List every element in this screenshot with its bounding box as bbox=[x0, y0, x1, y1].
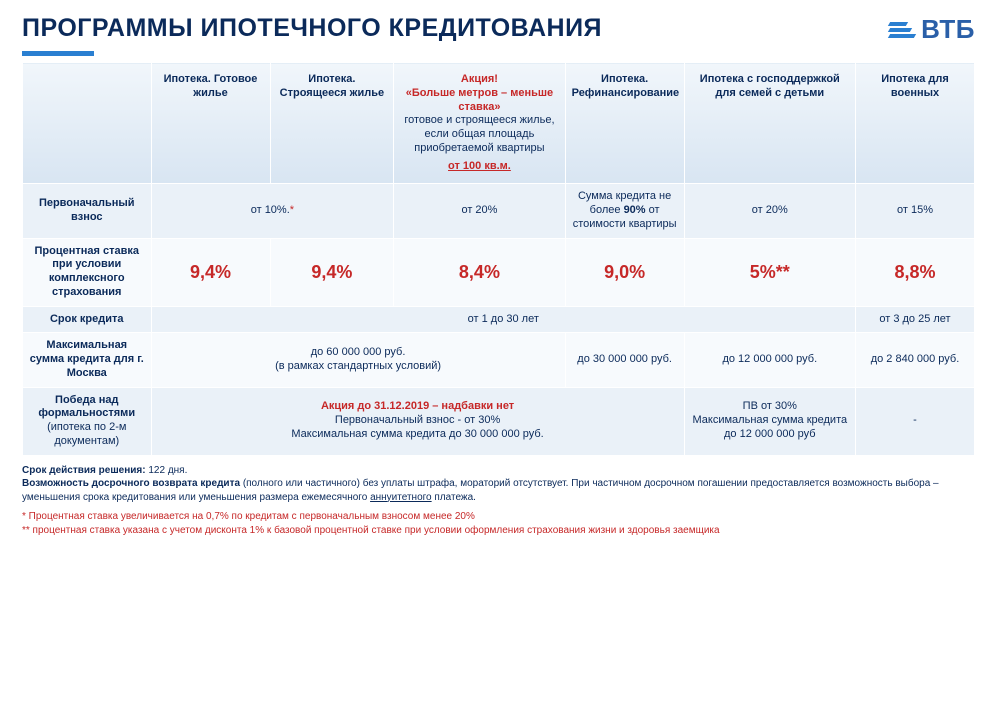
promo-name: «Больше метров – меньше ставка» bbox=[406, 87, 553, 113]
row-down-payment: Первоначальный взнос от 10%.* от 20% Сум… bbox=[23, 184, 975, 238]
col-ready-housing: Ипотека. Готовое жилье bbox=[151, 63, 270, 184]
col-promo-more-meters: Акция! «Больше метров – меньше ставка» г… bbox=[394, 63, 565, 184]
rate-ready: 9,4% bbox=[151, 238, 270, 306]
header-empty bbox=[23, 63, 152, 184]
down-payment-refinance: Сумма кредита не более 90% от стоимости … bbox=[565, 184, 684, 238]
victory-military: - bbox=[855, 387, 974, 455]
victory-standard: Акция до 31.12.2019 – надбавки нет Перво… bbox=[151, 387, 684, 455]
max-sum-standard: до 60 000 000 руб. (в рамках стандартных… bbox=[151, 333, 565, 387]
rate-military: 8,8% bbox=[855, 238, 974, 306]
max-sum-military: до 2 840 000 руб. bbox=[855, 333, 974, 387]
row-term: Срок кредита от 1 до 30 лет от 3 до 25 л… bbox=[23, 306, 975, 333]
down-payment-ready-building: от 10%.* bbox=[151, 184, 394, 238]
term-military: от 3 до 25 лет bbox=[855, 306, 974, 333]
rate-gov: 5%** bbox=[684, 238, 855, 306]
down-payment-military: от 15% bbox=[855, 184, 974, 238]
promo-area: от 100 кв.м. bbox=[400, 160, 558, 174]
row-label-victory: Победа над формальностями (ипотека по 2-… bbox=[23, 387, 152, 455]
rate-refinance: 9,0% bbox=[565, 238, 684, 306]
page-title: ПРОГРАММЫ ИПОТЕЧНОГО КРЕДИТОВАНИЯ bbox=[22, 14, 602, 43]
max-sum-refinance: до 30 000 000 руб. bbox=[565, 333, 684, 387]
victory-gov: ПВ от 30% Максимальная сумма кредита до … bbox=[684, 387, 855, 455]
col-refinance: Ипотека. Рефинансирование bbox=[565, 63, 684, 184]
footnote-early-repay: Возможность досрочного возврата кредита … bbox=[22, 477, 975, 504]
accent-bar bbox=[22, 51, 94, 56]
row-interest-rate: Процентная ставка при условии комплексно… bbox=[23, 238, 975, 306]
footnote-star2: ** процентная ставка указана с учетом ди… bbox=[22, 524, 975, 538]
promo-badge: Акция! bbox=[461, 73, 498, 85]
vtb-logo-icon bbox=[889, 22, 915, 38]
max-sum-gov: до 12 000 000 руб. bbox=[684, 333, 855, 387]
vtb-logo: ВТБ bbox=[889, 14, 975, 45]
row-label-rate: Процентная ставка при условии комплексно… bbox=[23, 238, 152, 306]
row-label-term: Срок кредита bbox=[23, 306, 152, 333]
col-military: Ипотека для военных bbox=[855, 63, 974, 184]
rate-promo: 8,4% bbox=[394, 238, 565, 306]
rate-building: 9,4% bbox=[270, 238, 394, 306]
col-under-construction: Ипотека. Строящееся жилье bbox=[270, 63, 394, 184]
footnote-validity: Срок действия решения: 122 дня. bbox=[22, 464, 975, 478]
page-header: ПРОГРАММЫ ИПОТЕЧНОГО КРЕДИТОВАНИЯ ВТБ bbox=[22, 14, 975, 45]
vtb-logo-text: ВТБ bbox=[921, 14, 975, 45]
row-victory: Победа над формальностями (ипотека по 2-… bbox=[23, 387, 975, 455]
col-gov-support: Ипотека с господдержкой для семей с деть… bbox=[684, 63, 855, 184]
promo-sub: готовое и строящееся жилье, если общая п… bbox=[404, 114, 554, 154]
footnotes: Срок действия решения: 122 дня. Возможно… bbox=[22, 464, 975, 538]
row-label-down-payment: Первоначальный взнос bbox=[23, 184, 152, 238]
down-payment-promo: от 20% bbox=[394, 184, 565, 238]
programs-table: Ипотека. Готовое жилье Ипотека. Строящее… bbox=[22, 62, 975, 456]
term-standard: от 1 до 30 лет bbox=[151, 306, 855, 333]
row-max-sum: Максимальная сумма кредита для г. Москва… bbox=[23, 333, 975, 387]
table-header-row: Ипотека. Готовое жилье Ипотека. Строящее… bbox=[23, 63, 975, 184]
footnote-star1: * Процентная ставка увеличивается на 0,7… bbox=[22, 510, 975, 524]
down-payment-gov: от 20% bbox=[684, 184, 855, 238]
row-label-max-sum: Максимальная сумма кредита для г. Москва bbox=[23, 333, 152, 387]
